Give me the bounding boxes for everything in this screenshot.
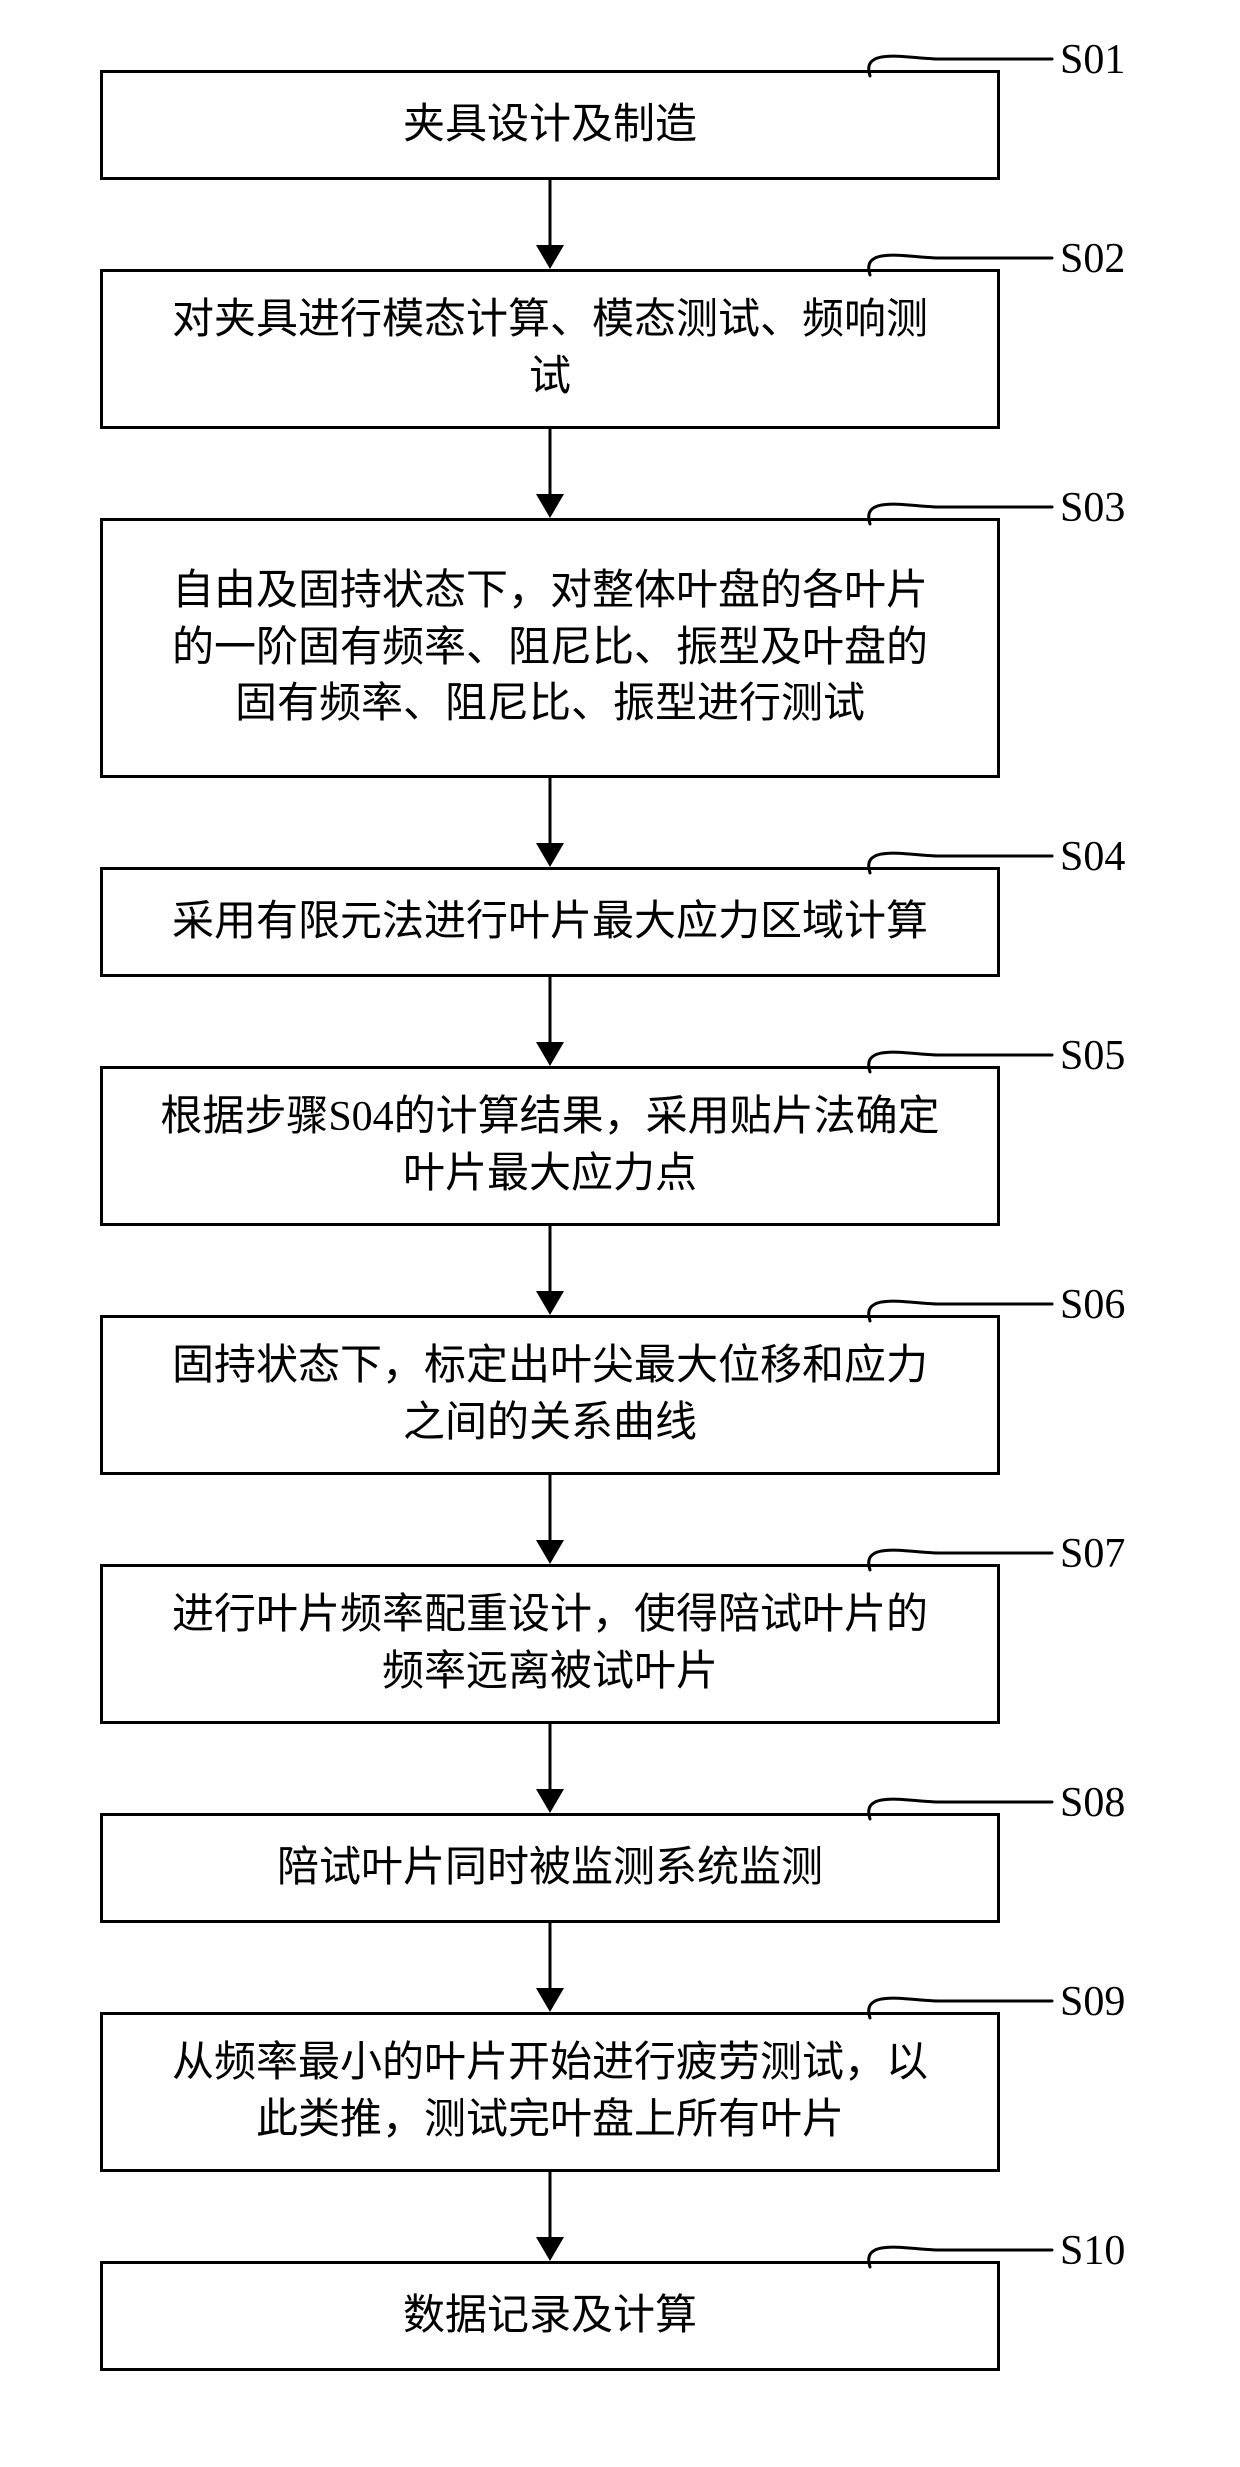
flow-arrow (549, 1724, 552, 1789)
flow-arrow-head (536, 1042, 564, 1066)
flow-box-text: 固持状态下，标定出叶尖最大位移和应力 之间的关系曲线 (172, 1338, 928, 1451)
flow-box-text: 对夹具进行模态计算、模态测试、频响测 试 (172, 292, 928, 405)
step-label-s02: S02 (1060, 235, 1125, 283)
flow-box-text: 根据步骤S04的计算结果，采用贴片法确定 叶片最大应力点 (160, 1089, 939, 1202)
step-label-s03: S03 (1060, 484, 1125, 532)
step-label-s07: S07 (1060, 1530, 1125, 1578)
flow-box-s03: 自由及固持状态下，对整体叶盘的各叶片 的一阶固有频率、阻尼比、振型及叶盘的 固有… (100, 518, 1000, 778)
step-label-s08: S08 (1060, 1779, 1125, 1827)
flow-arrow (549, 1475, 552, 1540)
step-label-s01: S01 (1060, 36, 1125, 84)
flow-box-s07: 进行叶片频率配重设计，使得陪试叶片的 频率远离被试叶片 (100, 1564, 1000, 1724)
flow-box-s10: 数据记录及计算 (100, 2261, 1000, 2371)
step-label-s09: S09 (1060, 1978, 1125, 2026)
step-label-s04: S04 (1060, 833, 1125, 881)
flow-box-s06: 固持状态下，标定出叶尖最大位移和应力 之间的关系曲线 (100, 1315, 1000, 1475)
flow-arrow-head (536, 1789, 564, 1813)
flow-arrow (549, 180, 552, 245)
flow-arrow (549, 977, 552, 1042)
flow-box-text: 数据记录及计算 (403, 2288, 697, 2345)
flow-box-text: 采用有限元法进行叶片最大应力区域计算 (172, 894, 928, 951)
flow-arrow (549, 1923, 552, 1988)
flow-box-s08: 陪试叶片同时被监测系统监测 (100, 1813, 1000, 1923)
step-label-s06: S06 (1060, 1281, 1125, 1329)
flow-arrow-head (536, 843, 564, 867)
flow-arrow (549, 1226, 552, 1291)
flow-arrow (549, 429, 552, 494)
flow-box-text: 自由及固持状态下，对整体叶盘的各叶片 的一阶固有频率、阻尼比、振型及叶盘的 固有… (172, 563, 928, 733)
flow-arrow (549, 2172, 552, 2237)
step-label-s05: S05 (1060, 1032, 1125, 1080)
flow-arrow-head (536, 1291, 564, 1315)
flow-arrow (549, 778, 552, 843)
flow-arrow-head (536, 1988, 564, 2012)
flow-arrow-head (536, 1540, 564, 1564)
flow-arrow-head (536, 245, 564, 269)
step-label-s10: S10 (1060, 2227, 1125, 2275)
flow-arrow-head (536, 494, 564, 518)
flow-arrow-head (536, 2237, 564, 2261)
flow-box-s04: 采用有限元法进行叶片最大应力区域计算 (100, 867, 1000, 977)
flow-box-s09: 从频率最小的叶片开始进行疲劳测试，以 此类推，测试完叶盘上所有叶片 (100, 2012, 1000, 2172)
flow-box-s02: 对夹具进行模态计算、模态测试、频响测 试 (100, 269, 1000, 429)
flow-box-s05: 根据步骤S04的计算结果，采用贴片法确定 叶片最大应力点 (100, 1066, 1000, 1226)
flow-box-text: 夹具设计及制造 (403, 97, 697, 154)
flow-box-text: 从频率最小的叶片开始进行疲劳测试，以 此类推，测试完叶盘上所有叶片 (172, 2035, 928, 2148)
flow-box-text: 陪试叶片同时被监测系统监测 (277, 1840, 823, 1897)
flow-box-text: 进行叶片频率配重设计，使得陪试叶片的 频率远离被试叶片 (172, 1587, 928, 1700)
flow-box-s01: 夹具设计及制造 (100, 70, 1000, 180)
